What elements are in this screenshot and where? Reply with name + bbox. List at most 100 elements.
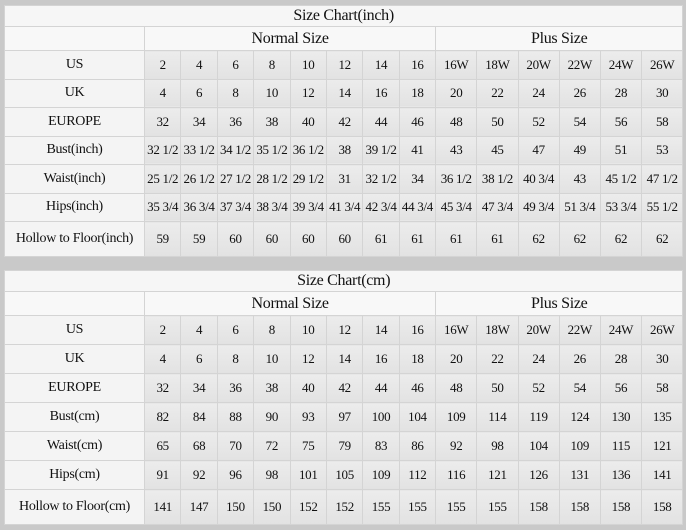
size-cell: 6 [180, 344, 218, 374]
table-row: Waist(cm) 65 68 70 72 75 79 83 86 92 98 104 109 115 12… [4, 431, 684, 461]
row-label: Bust(cm) [4, 402, 145, 432]
size-cell: 61 [476, 221, 519, 257]
table-row: UK 4 6 8 10 12 14 16 18 20 22 24 26 28 30 [4, 78, 684, 108]
size-cell: 6 [216, 50, 255, 80]
size-cell: 6 [216, 315, 255, 345]
size-cell: 34 [398, 164, 437, 194]
size-cell: 8 [216, 344, 255, 374]
size-cell: 42 3/4 [362, 192, 400, 222]
size-cell: 79 [325, 431, 364, 461]
size-cell: 30 [641, 344, 684, 374]
size-cell: 58 [641, 373, 684, 403]
size-cell: 24 [517, 344, 560, 374]
size-cell: 22W [558, 315, 601, 345]
size-cell: 62 [558, 221, 601, 257]
size-cell: 16 [398, 315, 437, 345]
size-cell: 131 [558, 460, 601, 490]
size-cell: 45 3/4 [435, 192, 478, 222]
size-cell: 116 [435, 460, 478, 490]
size-cell: 65 [143, 431, 182, 461]
size-cell: 155 [435, 489, 478, 525]
size-cell: 92 [435, 431, 478, 461]
size-cell: 36 1/2 [289, 135, 327, 165]
size-cell: 18W [476, 50, 519, 80]
size-cell: 44 3/4 [398, 192, 437, 222]
size-cell: 88 [216, 402, 255, 432]
size-cell: 22 [476, 78, 519, 108]
size-cell: 90 [253, 402, 291, 432]
size-cell: 18W [476, 315, 519, 345]
row-label: EUROPE [4, 107, 145, 137]
size-cell: 14 [325, 344, 364, 374]
size-cell: 40 [289, 373, 327, 403]
group-header-normal: Normal Size [143, 291, 437, 316]
row-label: US [4, 315, 145, 345]
size-cell: 34 [180, 373, 218, 403]
size-cell: 52 [517, 107, 560, 137]
size-cell: 26 [558, 78, 601, 108]
table-row: Waist(inch) 25 1/2 26 1/2 27 1/2 28 1/2 29 1/… [4, 164, 684, 194]
table-row: Hollow to Floor(inch) 59 59 60 60 60 60 61 61 61 6… [4, 221, 684, 257]
row-label: Hollow to Floor(cm) [4, 489, 145, 525]
size-cell: 18 [398, 78, 437, 108]
size-cell: 130 [599, 402, 643, 432]
size-cell: 155 [362, 489, 400, 525]
size-cell: 6 [180, 78, 218, 108]
size-cell: 32 1/2 [362, 164, 400, 194]
size-cell: 119 [517, 402, 560, 432]
size-cell: 51 3/4 [558, 192, 601, 222]
size-cell: 75 [289, 431, 327, 461]
size-cell: 44 [362, 107, 400, 137]
size-cell: 40 [289, 107, 327, 137]
size-table: Size Chart(inch) Normal Size Plus Size US 2 4… [3, 5, 684, 257]
group-header-normal: Normal Size [143, 26, 437, 51]
size-cell: 141 [143, 489, 182, 525]
size-cell: 91 [143, 460, 182, 490]
table-row: EUROPE 32 34 36 38 40 42 44 46 48 50 52 54 56 58 [4, 373, 684, 403]
size-cell: 10 [253, 344, 291, 374]
table-row: UK 4 6 8 10 12 14 16 18 20 22 24 26 28 30 [4, 344, 684, 374]
table-row: Hips(inch) 35 3/4 36 3/4 37 3/4 38 3/4 39 3/4… [4, 192, 684, 222]
size-cell: 61 [398, 221, 437, 257]
size-cell: 28 [599, 78, 643, 108]
size-cell: 52 [517, 373, 560, 403]
size-cell: 135 [641, 402, 684, 432]
size-chart-inch: Size Chart(inch) Normal Size Plus Size US 2 4… [3, 5, 684, 257]
size-cell: 41 3/4 [325, 192, 364, 222]
size-cell: 112 [398, 460, 437, 490]
size-cell: 22 [476, 344, 519, 374]
size-cell: 4 [143, 344, 182, 374]
size-cell: 136 [599, 460, 643, 490]
size-cell: 147 [180, 489, 218, 525]
size-cell: 62 [517, 221, 560, 257]
size-cell: 97 [325, 402, 364, 432]
table-row: EUROPE 32 34 36 38 40 42 44 46 48 50 52 54 56 58 [4, 107, 684, 137]
size-cell: 93 [289, 402, 327, 432]
size-cell: 62 [599, 221, 643, 257]
size-cell: 35 3/4 [143, 192, 182, 222]
size-cell: 104 [517, 431, 560, 461]
size-cell: 158 [517, 489, 560, 525]
size-cell: 84 [180, 402, 218, 432]
group-header-plus: Plus Size [435, 291, 684, 316]
size-cell: 32 1/2 [143, 135, 182, 165]
size-cell: 60 [253, 221, 291, 257]
size-cell: 60 [325, 221, 364, 257]
size-cell: 12 [325, 315, 364, 345]
size-cell: 38 [325, 135, 364, 165]
size-cell: 37 3/4 [216, 192, 255, 222]
size-cell: 42 [325, 107, 364, 137]
size-cell: 38 1/2 [476, 164, 519, 194]
size-cell: 115 [599, 431, 643, 461]
size-cell: 62 [641, 221, 684, 257]
size-cell: 31 [325, 164, 364, 194]
size-cell: 26 [558, 344, 601, 374]
size-cell: 32 [143, 373, 182, 403]
table-row: Hips(cm) 91 92 96 98 101 105 109 112 116 121 126 131… [4, 460, 684, 490]
size-cell: 30 [641, 78, 684, 108]
size-cell: 36 [216, 373, 255, 403]
size-cell: 34 1/2 [216, 135, 255, 165]
size-cell: 101 [289, 460, 327, 490]
row-label: UK [4, 344, 145, 374]
size-cell: 150 [216, 489, 255, 525]
